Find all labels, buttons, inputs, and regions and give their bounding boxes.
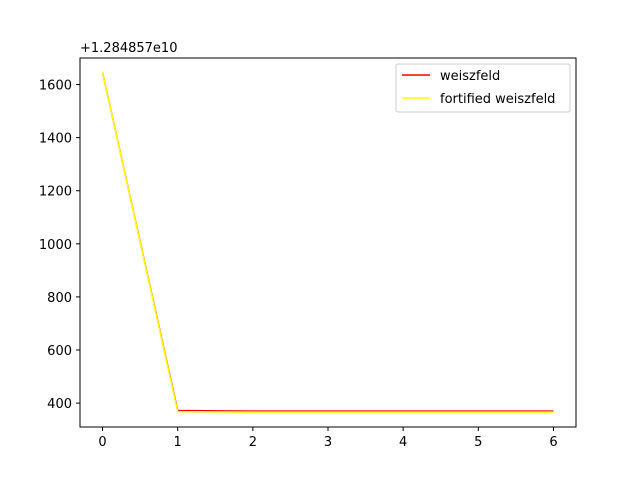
- y-tick-label: 800: [47, 291, 72, 306]
- x-tick-label: 5: [474, 435, 482, 450]
- x-tick-label: 2: [249, 435, 257, 450]
- ticks-layer: 0 1 2 3 4 5 6 400 600 800 1000 1200 1400 1600: [39, 79, 558, 450]
- y-tick-label: 1600: [39, 79, 72, 94]
- y-tick-label: 400: [47, 397, 72, 412]
- y-tick-label: 1200: [39, 185, 72, 200]
- x-tick-label: 4: [399, 435, 407, 450]
- y-axis-offset-label: +1.284857e10: [80, 41, 177, 56]
- x-tick-label: 0: [98, 435, 106, 450]
- legend-label-fortified-weiszfeld: fortified weiszfeld: [440, 92, 555, 107]
- series-line-weiszfeld: [101, 72, 554, 412]
- series-layer: [101, 72, 554, 413]
- axes-frame: [79, 57, 577, 428]
- x-tick-label: 1: [174, 435, 182, 450]
- legend-box: [395, 63, 571, 113]
- series-line-fortified-weiszfeld: [101, 72, 554, 413]
- x-tick-label: 6: [549, 435, 557, 450]
- legend: weiszfeld fortified weiszfeld: [395, 63, 571, 113]
- y-tick-label: 600: [47, 344, 72, 359]
- y-tick-label: 1400: [39, 132, 72, 147]
- x-tick-label: 3: [324, 435, 332, 450]
- legend-label-weiszfeld: weiszfeld: [440, 69, 500, 84]
- y-tick-label: 1000: [39, 238, 72, 253]
